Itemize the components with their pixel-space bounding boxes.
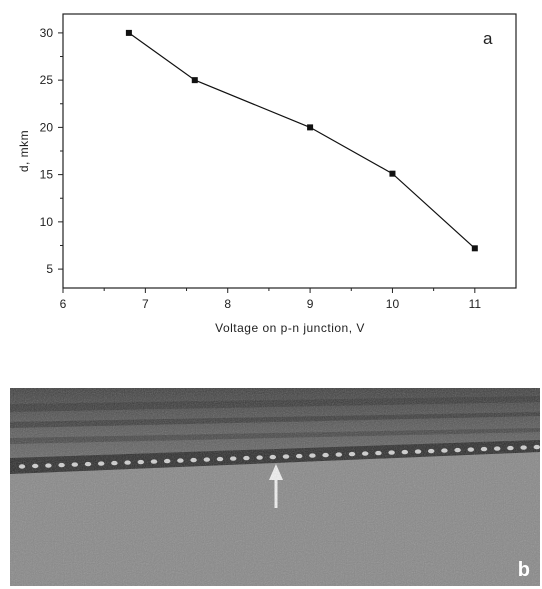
y-tick-label: 20 — [40, 120, 54, 134]
series-line-0 — [128, 32, 476, 249]
micrograph-image: b — [10, 388, 540, 586]
data-series — [125, 29, 478, 252]
data-point — [191, 77, 198, 84]
line-chart: 6 7 8 9 10 11 5 10 15 20 25 30 Voltage on p-n junc… — [17, 13, 517, 335]
plot-frame — [62, 13, 517, 289]
x-tick-label: 11 — [469, 297, 482, 311]
x-tick-label: 6 — [60, 297, 67, 311]
y-tick-label: 25 — [40, 73, 54, 87]
data-point — [307, 124, 314, 131]
x-tick-label: 8 — [224, 297, 231, 311]
data-point — [471, 245, 478, 252]
y-axis-title: d, mkm — [17, 130, 31, 172]
data-point — [389, 170, 396, 177]
x-axis-title: Voltage on p-n junction, V — [215, 321, 365, 335]
y-tick-label: 30 — [40, 26, 54, 40]
panel-label-a: a — [483, 29, 493, 48]
x-axis-ticks: 6 7 8 9 10 11 — [60, 288, 482, 311]
y-tick-label: 5 — [46, 262, 53, 276]
y-tick-label: 10 — [40, 215, 54, 229]
x-tick-label: 10 — [386, 297, 400, 311]
x-tick-label: 7 — [142, 297, 149, 311]
x-tick-label: 9 — [307, 297, 314, 311]
y-axis-ticks: 5 10 15 20 25 30 — [40, 26, 63, 276]
y-tick-label: 15 — [40, 168, 54, 182]
panel-label-b: b — [517, 559, 530, 581]
data-point — [125, 29, 132, 36]
